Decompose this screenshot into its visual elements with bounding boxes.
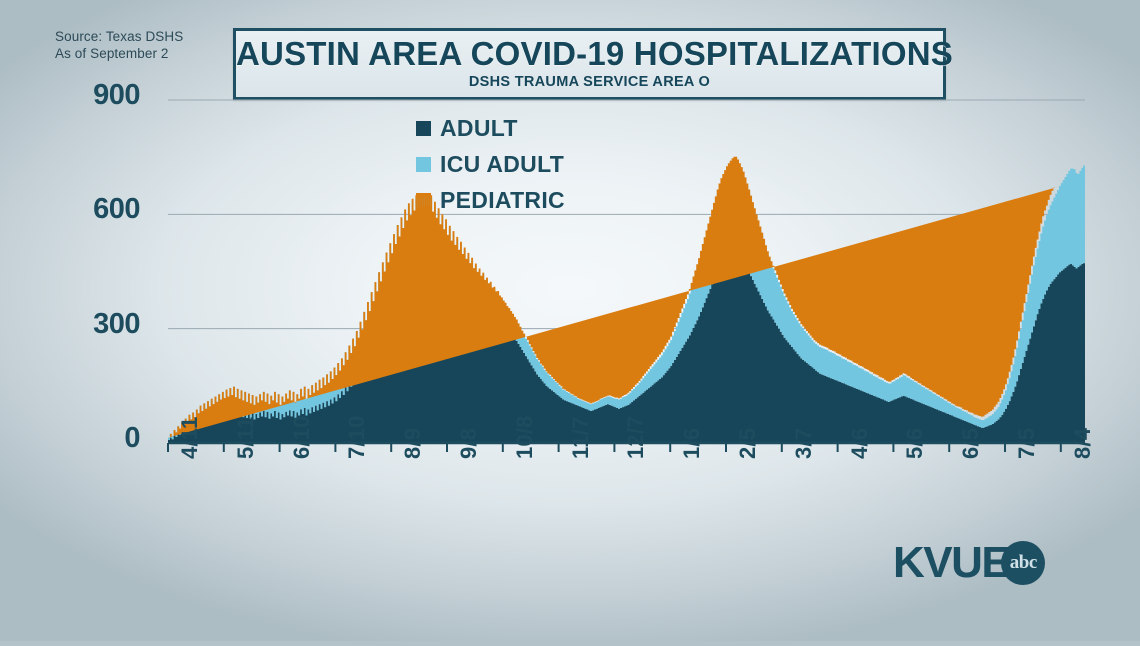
kvue-logo: KVUE abc xyxy=(893,538,1046,588)
x-axis-tick-label: 4/6 xyxy=(846,427,872,459)
x-axis-tick-label: 4/11 xyxy=(177,416,202,459)
abc-circle-icon: abc xyxy=(1001,541,1046,585)
x-axis-tick-label: 5/11 xyxy=(232,416,258,459)
y-axis-tick-label: 600 xyxy=(93,193,140,226)
title-box: AUSTIN AREA COVID-19 HOSPITALIZATIONS DS… xyxy=(233,28,953,100)
source-note: Source: Texas DSHS As of September 2 xyxy=(55,28,183,62)
x-axis-tick-label: 6/5 xyxy=(958,427,984,459)
x-axis-tick-label: 12/7 xyxy=(623,415,649,459)
x-axis-tick-label: 5/6 xyxy=(902,427,928,459)
source-line-2: As of September 2 xyxy=(55,46,169,61)
y-axis-tick-label: 900 xyxy=(93,79,140,111)
x-axis-tick-label: 2/5 xyxy=(735,427,760,459)
y-axis-tick-label: 300 xyxy=(93,307,140,340)
legend-swatch-adult xyxy=(416,120,431,136)
x-axis-tick-label: 1/6 xyxy=(679,427,705,459)
x-axis-tick-label: 7/10 xyxy=(344,415,370,459)
legend-label-adult: ADULT xyxy=(440,114,518,141)
x-axis-tick-label: 8/9 xyxy=(400,427,426,459)
source-line-1: Source: Texas DSHS xyxy=(55,29,184,44)
legend-swatch-icu-adult xyxy=(416,156,431,172)
page-title: AUSTIN AREA COVID-19 HOSPITALIZATIONS xyxy=(236,35,953,72)
legend-label-pediatric: PEDIATRIC xyxy=(440,186,565,213)
series-pediatric xyxy=(168,156,1056,438)
x-axis-tick-label: 3/7 xyxy=(790,427,816,459)
page-subtitle: DSHS TRAUMA SERVICE AREA O xyxy=(468,74,711,90)
x-axis-tick-label: 9/8 xyxy=(456,427,481,459)
legend-item-icu-adult: ICU ADULT xyxy=(416,146,565,182)
x-axis-tick-label: 6/10 xyxy=(288,415,314,459)
abc-wordmark: abc xyxy=(1009,552,1038,573)
x-axis-tick-label: 10/8 xyxy=(511,415,537,459)
x-axis-tick-label: 11/7 xyxy=(567,416,593,459)
y-axis-tick-label: 0 xyxy=(124,422,140,454)
kvue-wordmark: KVUE xyxy=(893,538,1011,587)
legend-label-icu-adult: ICU ADULT xyxy=(440,150,565,177)
x-axis-tick-label: 8/4 xyxy=(1069,427,1095,459)
x-axis-tick-label: 7/5 xyxy=(1014,427,1040,459)
legend-item-adult: ADULT xyxy=(416,110,565,146)
